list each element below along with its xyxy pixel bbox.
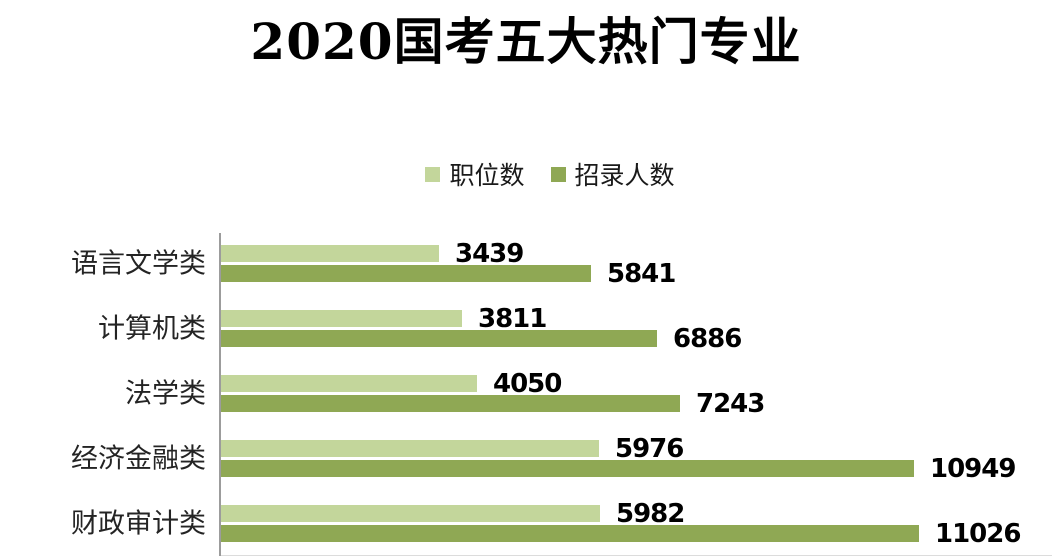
bar-positions: 3811 — [221, 306, 547, 332]
value-label: 11026 — [935, 518, 1021, 549]
category-label: 经济金融类 — [71, 443, 206, 474]
bar-recruits: 5841 — [221, 261, 676, 287]
legend-item-positions: 职位数 — [425, 156, 525, 192]
category-label: 财政审计类 — [71, 508, 206, 539]
value-label: 5982 — [616, 498, 685, 529]
chart-row: 语言文学类 3439 5841 — [0, 241, 1052, 287]
bar-recruits: 6886 — [221, 326, 742, 352]
legend: 职位数 招录人数 — [24, 156, 1052, 192]
chart-title: 2020国考五大热门专业 — [250, 12, 802, 71]
chart-row: 计算机类 3811 6886 — [0, 306, 1052, 352]
value-label: 3811 — [478, 303, 547, 334]
legend-label-recruits: 招录人数 — [574, 161, 675, 190]
value-label: 10949 — [930, 453, 1016, 484]
value-label: 5976 — [615, 433, 684, 464]
value-label: 3439 — [455, 238, 524, 269]
value-label: 4050 — [493, 368, 562, 399]
bar-recruits: 7243 — [221, 391, 765, 417]
legend-swatch-recruits-icon — [550, 166, 566, 182]
category-label: 法学类 — [125, 378, 206, 409]
category-label: 语言文学类 — [71, 248, 206, 279]
legend-item-recruits: 招录人数 — [550, 156, 675, 192]
value-label: 6886 — [673, 323, 742, 354]
bar-positions: 5976 — [221, 436, 684, 462]
chart-row: 法学类 4050 7243 — [0, 371, 1052, 417]
chart-row: 财政审计类 5982 11026 — [0, 501, 1052, 547]
legend-swatch-positions-icon — [425, 166, 441, 182]
value-label: 7243 — [696, 388, 765, 419]
bar-positions: 4050 — [221, 371, 562, 397]
legend-label-positions: 职位数 — [449, 161, 525, 190]
bar-positions: 5982 — [221, 501, 685, 527]
bar-positions: 3439 — [221, 241, 524, 267]
chart-row: 经济金融类 5976 10949 — [0, 436, 1052, 482]
bar-recruits: 11026 — [221, 521, 1021, 547]
plot-area: 语言文学类 3439 5841 计算机类 3811 6886 法学类 4050 7243 经济金融… — [0, 233, 1052, 556]
y-axis-line — [219, 233, 221, 556]
bar-recruits: 10949 — [221, 456, 1016, 482]
category-label: 计算机类 — [98, 313, 206, 344]
value-label: 5841 — [607, 258, 676, 289]
